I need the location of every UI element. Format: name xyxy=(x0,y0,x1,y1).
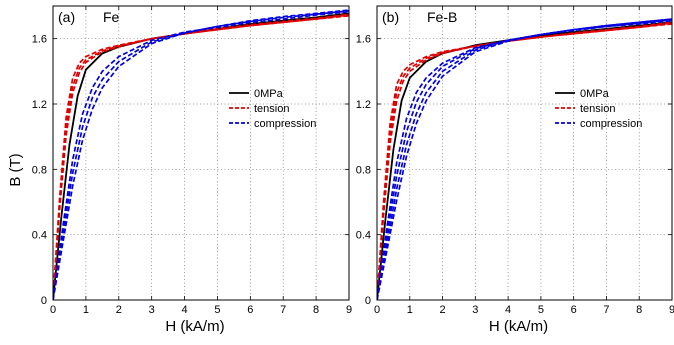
material-label: Fe-B xyxy=(427,9,457,25)
legend-label-compression: compression xyxy=(254,118,316,130)
x-tick-label: 5 xyxy=(214,304,220,316)
y-tick-label: 0.4 xyxy=(32,230,47,242)
legend-label-tension: tension xyxy=(254,103,289,115)
plot-frame xyxy=(52,5,350,301)
series-line-tension-3 xyxy=(53,13,349,300)
series-line-compression-5 xyxy=(53,10,349,300)
y-tick-label: 0.4 xyxy=(356,230,371,242)
x-tick-label: 3 xyxy=(472,304,478,316)
x-tick-label: 6 xyxy=(571,304,577,316)
y-tick-label: 1.6 xyxy=(356,34,371,46)
x-tick-label: 7 xyxy=(280,304,286,316)
x-tick-label: 4 xyxy=(505,304,511,316)
x-tick-label: 0 xyxy=(50,304,56,316)
x-tick-label: 7 xyxy=(603,304,609,316)
y-axis-label: B (T) xyxy=(7,153,24,186)
x-tick-label: 2 xyxy=(116,304,122,316)
x-tick-label: 2 xyxy=(439,304,445,316)
x-tick-label: 8 xyxy=(636,304,642,316)
x-tick-label: 8 xyxy=(313,304,319,316)
x-tick-label: 9 xyxy=(669,304,674,316)
x-tick-label: 5 xyxy=(538,304,544,316)
series-line-compression-7 xyxy=(377,18,672,300)
x-tick-label: 1 xyxy=(83,304,89,316)
plot-area xyxy=(377,6,672,300)
series-line-compression-4 xyxy=(53,10,349,300)
y-tick-label: 1.2 xyxy=(32,99,47,111)
x-tick-label: 3 xyxy=(149,304,155,316)
panel-a: 0 1 2 3 4 5 6 7 8 9 0 0.4 0.8 1.2 1.6 H (kA/m) (a) Fe 0MPa… xyxy=(32,5,352,335)
series-group xyxy=(377,18,672,300)
y-tick-label: 0.8 xyxy=(356,164,371,176)
legend-label-compression: compression xyxy=(580,118,642,130)
x-tick-label: 4 xyxy=(181,304,187,316)
legend-label-0mpa: 0MPa xyxy=(254,88,284,100)
x-axis-label: H (kA/m) xyxy=(165,318,224,335)
series-group xyxy=(53,9,349,300)
x-tick-label: 6 xyxy=(247,304,253,316)
x-tick-label: 1 xyxy=(407,304,413,316)
panel-b: 0 1 2 3 4 5 6 7 8 9 0 0.4 0.8 1.2 1.6 H (kA/m) (b) Fe-B 0M… xyxy=(356,5,674,335)
series-line-tension-3 xyxy=(377,21,672,300)
plot-frame xyxy=(376,5,673,301)
x-tick-label: 9 xyxy=(346,304,352,316)
y-tick-label: 0 xyxy=(365,295,371,307)
y-tick-label: 1.6 xyxy=(32,34,47,46)
legend-label-tension: tension xyxy=(580,103,615,115)
material-label: Fe xyxy=(103,9,120,25)
legend: 0MPa tension compression xyxy=(555,88,642,130)
series-line-compression-5 xyxy=(377,19,672,300)
series-line-compression-6 xyxy=(53,9,349,300)
panel-label: (a) xyxy=(58,9,75,25)
series-line-compression-6 xyxy=(377,18,672,300)
plot-area xyxy=(53,6,349,300)
legend-label-0mpa: 0MPa xyxy=(580,88,610,100)
y-tick-label: 0.8 xyxy=(32,164,47,176)
series-line-tension-1 xyxy=(377,23,672,300)
y-tick-label: 1.2 xyxy=(356,99,371,111)
y-tick-label: 0 xyxy=(41,295,47,307)
legend: 0MPa tension compression xyxy=(229,88,316,130)
x-tick-label: 0 xyxy=(374,304,380,316)
x-axis-label: H (kA/m) xyxy=(489,318,548,335)
panel-label: (b) xyxy=(382,9,399,25)
